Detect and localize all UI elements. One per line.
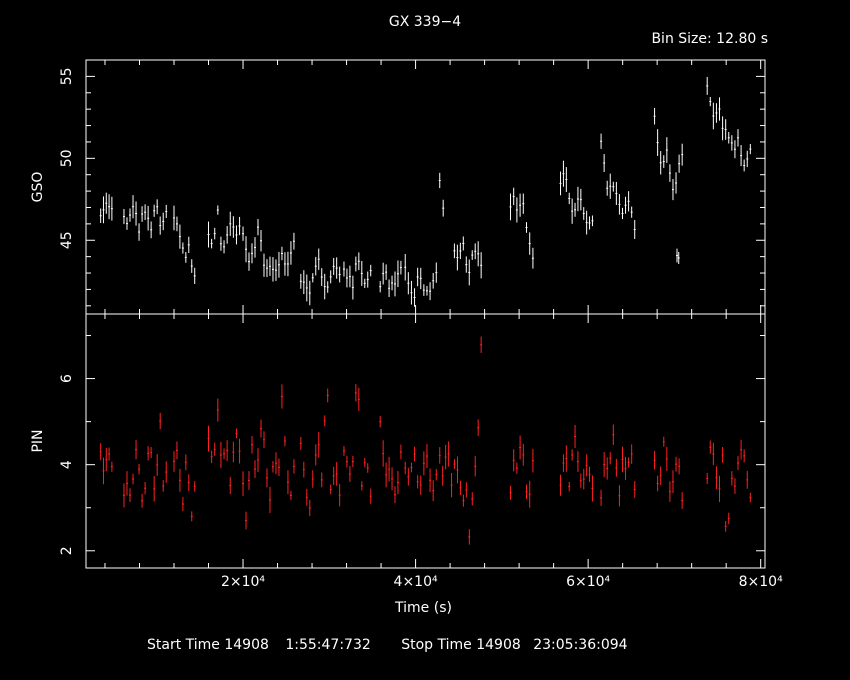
- bottom-data-points: [99, 336, 752, 545]
- bottom-ytick-label: 4: [59, 460, 75, 469]
- top-ytick-label: 55: [59, 67, 75, 85]
- x-tick-label: 2×10⁴: [221, 574, 265, 590]
- top-ytick-label: 50: [59, 149, 75, 167]
- bottom-y-axis-label: PIN: [30, 429, 46, 452]
- x-tick-label: 8×10⁴: [739, 574, 783, 590]
- time-range-footer: Start Time 14908 1:55:47:732 Stop Time 1…: [147, 637, 628, 653]
- x-tick-label: 6×10⁴: [566, 574, 610, 590]
- stop-time-value: 23:05:36:094: [533, 637, 628, 653]
- x-tick-label: 4×10⁴: [394, 574, 438, 590]
- x-axis-label: Time (s): [394, 600, 452, 616]
- bottom-panel-frame: [85, 313, 766, 569]
- start-time-label: Start Time 14908: [147, 637, 269, 653]
- stop-time-label: Stop Time 14908: [401, 637, 521, 653]
- top-y-axis-label: GSO: [30, 172, 46, 203]
- bottom-ytick-label: 6: [59, 374, 75, 383]
- start-time-value: 1:55:47:732: [285, 637, 371, 653]
- chart-title: GX 339−4: [388, 14, 462, 30]
- bottom-ytick-label: 2: [59, 546, 75, 555]
- top-panel-frame: [85, 59, 766, 315]
- bin-size-label: Bin Size: 12.80 s: [651, 31, 768, 47]
- top-data-points: [99, 76, 752, 307]
- top-ytick-label: 45: [59, 231, 75, 249]
